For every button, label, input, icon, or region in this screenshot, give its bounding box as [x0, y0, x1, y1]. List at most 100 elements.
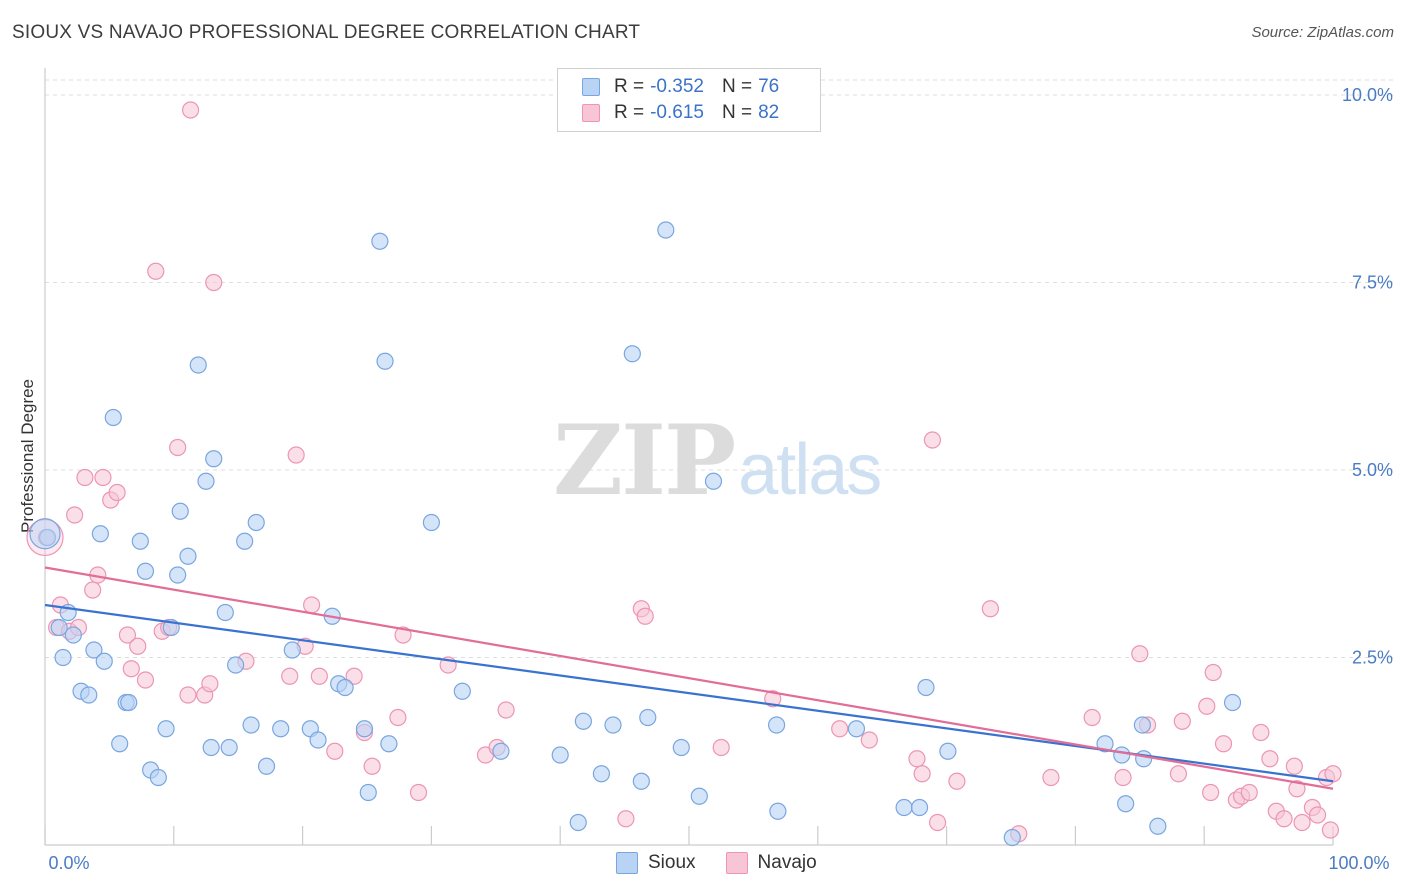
sioux-point — [236, 532, 254, 550]
sioux-point — [91, 525, 109, 543]
navajo-point — [76, 468, 94, 487]
sioux-point — [136, 562, 155, 580]
sioux-point — [131, 532, 149, 550]
sioux-point — [1149, 817, 1167, 835]
legend-item-sioux[interactable]: Sioux — [616, 852, 696, 874]
y-tick-label: 5.0% — [1352, 460, 1393, 480]
sioux-point-large — [29, 518, 61, 550]
sioux-point — [257, 757, 276, 775]
sioux-point — [767, 716, 786, 734]
navajo-point — [409, 783, 428, 802]
legend-n-label: N = — [721, 102, 753, 123]
navajo-point — [1204, 663, 1222, 682]
sioux-point — [216, 603, 234, 622]
navajo-point — [928, 813, 947, 832]
source-note: Source: ZipAtlas.com — [1251, 24, 1394, 41]
navajo-point — [122, 660, 140, 678]
navajo-point — [1252, 723, 1270, 742]
sioux-point — [1133, 716, 1151, 734]
navajo-point — [1240, 783, 1258, 802]
y-tick-label: 7.5% — [1352, 273, 1393, 293]
sioux-point — [1003, 828, 1021, 847]
navajo-point — [1131, 645, 1149, 663]
legend-label-sioux: Sioux — [648, 852, 696, 873]
sioux-point — [371, 232, 389, 250]
navajo-point — [1293, 813, 1311, 832]
navajo-point — [363, 757, 381, 775]
navajo-point — [389, 708, 407, 727]
navajo-point — [136, 671, 155, 689]
sioux-point — [1135, 750, 1153, 768]
sioux-point — [309, 731, 327, 749]
navajo-trend-line — [44, 566, 1334, 790]
x-tick-label: 100.0% — [1328, 853, 1389, 873]
navajo-swatch — [725, 852, 748, 874]
navajo-point — [1202, 783, 1220, 802]
sioux-point — [242, 716, 260, 734]
sioux-point — [657, 221, 675, 239]
legend-label-navajo: Navajo — [757, 852, 817, 873]
navajo-point — [1173, 712, 1191, 730]
sioux-point — [1096, 735, 1114, 753]
correlation-legend: R = -0.352 N = 76 R = -0.615 N = 82 — [557, 68, 821, 132]
navajo-point — [287, 446, 305, 464]
navajo-point — [908, 750, 926, 768]
navajo-point — [108, 483, 126, 502]
navajo-point — [1169, 765, 1188, 783]
watermark-atlas: atlas — [738, 430, 882, 510]
sioux-point — [64, 626, 82, 644]
navajo-point — [147, 262, 165, 280]
watermark: ZIPatlas — [553, 404, 882, 517]
y-tick-label: 10.0% — [1342, 85, 1393, 105]
navajo-point — [118, 626, 137, 644]
sioux-point — [847, 720, 866, 738]
navajo-point — [1324, 765, 1342, 783]
sioux-point — [197, 472, 215, 490]
sioux-point — [551, 746, 569, 764]
sioux-point — [247, 513, 265, 532]
navajo-point — [1285, 757, 1303, 775]
x-tick-label: 0.0% — [48, 853, 89, 873]
legend-row-sioux: R = -0.352 N = 76 — [582, 75, 779, 99]
navajo-point — [394, 626, 412, 644]
sioux-point — [895, 798, 913, 817]
legend-item-navajo[interactable]: Navajo — [725, 852, 817, 874]
navajo-point — [1198, 697, 1216, 715]
navajo-point — [1042, 768, 1060, 787]
navajo-point — [1261, 750, 1279, 768]
navajo-point — [345, 667, 363, 685]
sioux-point — [80, 686, 98, 704]
sioux-point — [227, 656, 245, 674]
sioux-point — [202, 738, 220, 757]
sioux-point — [111, 735, 129, 753]
sioux-point — [1223, 693, 1242, 712]
legend-n-label: N = — [721, 76, 753, 97]
navajo-point — [1275, 810, 1293, 828]
sioux-point — [104, 408, 122, 427]
navajo-point — [94, 468, 112, 487]
sioux-point — [355, 720, 374, 738]
sioux-point — [272, 720, 290, 738]
navajo-point — [281, 667, 299, 685]
sioux-point — [453, 682, 471, 700]
sioux-point — [169, 566, 187, 584]
sioux-point — [189, 356, 207, 374]
sioux-points — [29, 221, 1242, 847]
legend-n-value: 82 — [758, 102, 780, 123]
y-tick-label: 2.5% — [1352, 648, 1393, 668]
sioux-point — [1117, 795, 1135, 813]
sioux-point — [336, 678, 354, 697]
navajo-point — [310, 667, 328, 685]
navajo-point — [1308, 806, 1327, 824]
navajo-point — [169, 438, 187, 457]
navajo-point — [1114, 768, 1132, 787]
navajo-point — [764, 690, 782, 708]
sioux-point — [639, 708, 657, 727]
sioux-point — [359, 783, 377, 802]
sioux-point — [939, 742, 957, 760]
tick-labels: 2.5% 5.0% 7.5% 10.0% 0.0% 100.0% — [48, 85, 1393, 873]
sioux-point — [574, 712, 592, 730]
sioux-point — [422, 513, 440, 532]
sioux-point — [283, 641, 301, 659]
